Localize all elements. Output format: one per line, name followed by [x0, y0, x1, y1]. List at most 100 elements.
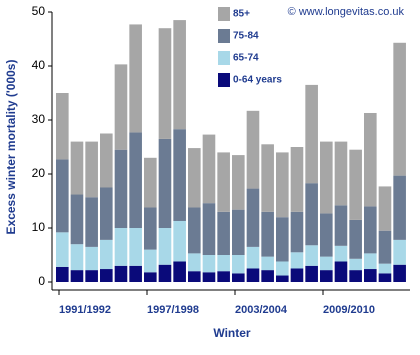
x-tick-label: 2009/2010 [323, 304, 375, 316]
legend-swatch [218, 51, 230, 65]
legend-label: 0-64 years [233, 75, 282, 86]
bar-segment [158, 138, 172, 228]
bar-segment [70, 141, 84, 195]
x-tick-label: 1997/1998 [147, 304, 199, 316]
bar-segment [70, 270, 84, 282]
bar-segment [188, 207, 201, 254]
bar-segment [276, 261, 289, 276]
bar-segment [261, 211, 274, 257]
legend-label: 65-74 [233, 53, 259, 64]
bar-segment [393, 42, 406, 176]
bar-segment [56, 159, 69, 233]
x-tick-label: 1991/1992 [59, 304, 111, 316]
bar-segment [364, 112, 377, 207]
bar-segment [320, 213, 333, 257]
bar-segment [378, 263, 392, 274]
bar-segment [334, 261, 348, 282]
bar-segment [276, 152, 289, 218]
bar-segment [261, 144, 274, 212]
bar-segment [144, 272, 157, 282]
bar-segment [188, 253, 201, 272]
bar-segment [100, 239, 113, 270]
bar-segment [393, 264, 406, 282]
y-tick-label: 10 [32, 220, 46, 234]
bar-segment [305, 183, 318, 246]
bar-segment [378, 230, 392, 264]
bar-segment [173, 20, 186, 130]
bar-segment [320, 141, 333, 214]
legend-swatch [218, 7, 230, 21]
bar-segment [232, 155, 245, 210]
bar-segment [290, 268, 304, 282]
legend-label: 75-84 [233, 31, 259, 42]
bar-segment [202, 134, 216, 204]
bar-segment [232, 273, 245, 282]
bar-segment [202, 255, 216, 273]
bar-segment [188, 271, 201, 282]
legend-swatch [218, 29, 230, 43]
bar-segment [70, 194, 84, 245]
bar-segment [378, 186, 392, 231]
bar-segment [56, 266, 69, 282]
bar-segment [202, 203, 216, 255]
bar-segment [100, 269, 113, 282]
bar-segment [305, 84, 318, 184]
bar-segment [158, 228, 172, 265]
bar-segment [334, 205, 348, 246]
bar-segment [334, 141, 348, 206]
bar-segment [85, 197, 98, 247]
bar-segment [114, 228, 128, 266]
legend-label: 85+ [233, 9, 250, 20]
annotation: © www.longevitas.co.uk [288, 6, 405, 18]
y-tick-label: 30 [32, 112, 46, 126]
bar-segment [129, 228, 142, 266]
bar-segment [144, 207, 157, 250]
bar-segment [246, 188, 260, 247]
bar-segment [85, 141, 98, 198]
bar-segment [246, 110, 260, 189]
bar-segment [305, 245, 318, 266]
bar-segment [276, 275, 289, 282]
bar-segment [129, 132, 142, 228]
bar-segment [334, 245, 348, 262]
bar-segment [188, 148, 201, 208]
y-tick-label: 0 [38, 274, 45, 288]
bar-segment [378, 273, 392, 282]
bar-segment [290, 147, 304, 212]
bar-segment [173, 129, 186, 221]
y-tick-label: 50 [32, 4, 46, 18]
y-tick-label: 40 [32, 58, 46, 72]
bar-segment [320, 270, 333, 282]
bar-segment [85, 270, 98, 282]
bar-segment [158, 264, 172, 282]
bar-segment [217, 271, 230, 282]
bar-segment [144, 157, 157, 208]
bar-segment [232, 209, 245, 255]
bar-segment [349, 258, 362, 271]
bar-segment [202, 272, 216, 282]
bar-segment [85, 246, 98, 271]
bar-segment [144, 249, 157, 273]
bar-segment [173, 220, 186, 262]
bar-segment [320, 256, 333, 271]
bar-segment [349, 149, 362, 220]
bar-segment [393, 239, 406, 265]
y-axis-label: Excess winter mortality ('000s) [4, 60, 18, 235]
bar-segment [349, 219, 362, 259]
bar-segment [217, 211, 230, 255]
bar-segment [217, 255, 230, 272]
bar-segment [364, 206, 377, 254]
bar-segment [56, 93, 69, 160]
bar-segment [129, 24, 142, 133]
bar-segment [349, 270, 362, 282]
x-tick-label: 2003/2004 [235, 304, 288, 316]
bar-segment [100, 133, 113, 188]
bar-segment [261, 270, 274, 282]
bar-segment [305, 265, 318, 282]
x-axis-label: Winter [213, 326, 251, 340]
bar-segment [364, 269, 377, 282]
legend-swatch [218, 73, 230, 87]
